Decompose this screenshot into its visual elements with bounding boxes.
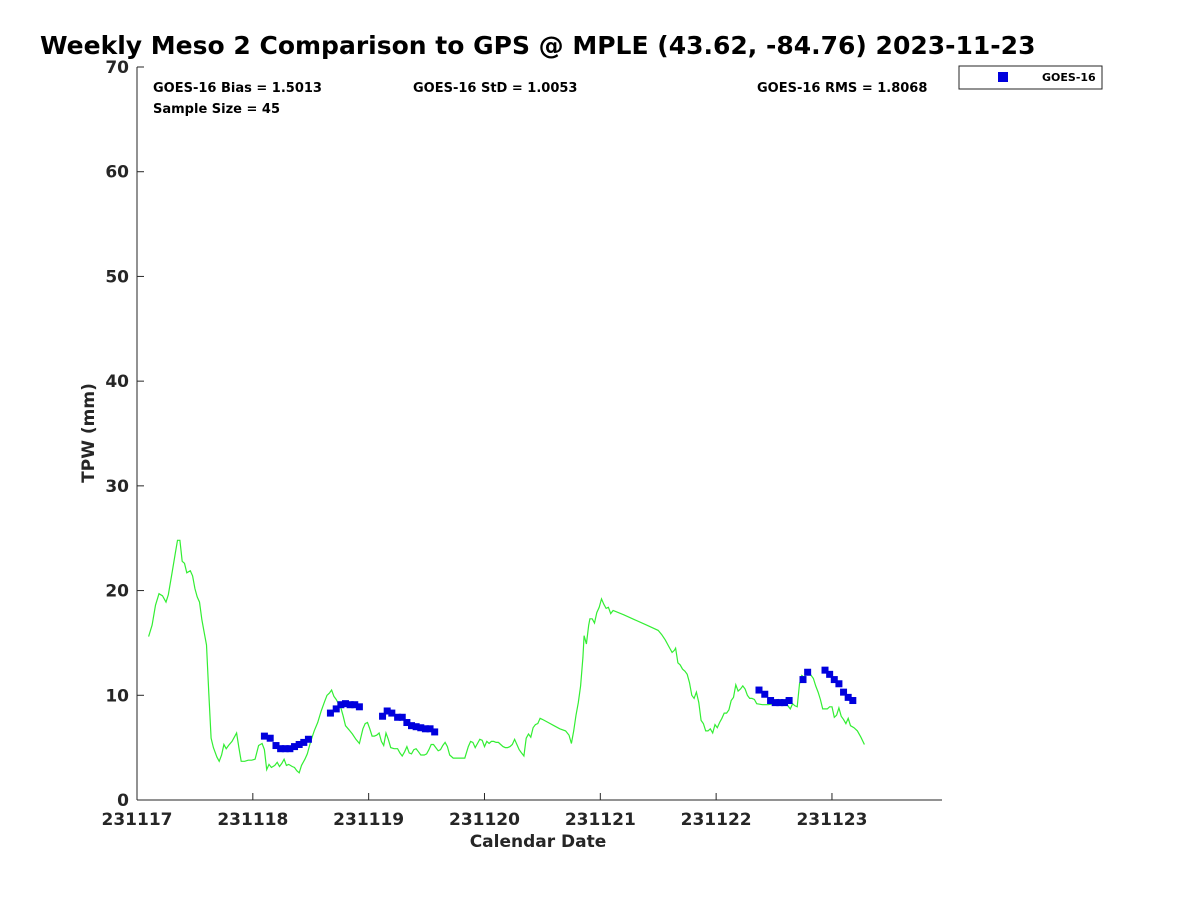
x-ticks: 231117 231118 231119 231120 231121 231122 2311…	[102, 793, 867, 830]
data-point-goes16	[383, 707, 391, 715]
data-point-goes16	[776, 699, 784, 707]
data-point-goes16	[351, 701, 359, 709]
x-tick-label: 231119	[333, 810, 404, 830]
data-point-goes16	[804, 668, 812, 676]
y-ticks: 0 10 20 30 40 50 60 70	[105, 58, 144, 811]
data-point-goes16	[332, 705, 340, 713]
series-line-gps	[148, 539, 865, 774]
x-tick-label: 231118	[217, 810, 288, 830]
data-point-goes16	[421, 725, 429, 733]
y-tick-label: 60	[105, 163, 129, 183]
legend-marker-goes16	[998, 72, 1008, 82]
data-point-goes16	[799, 676, 807, 684]
legend: GOES-16	[958, 65, 1103, 90]
data-point-goes16	[835, 680, 843, 688]
stat-std: GOES-16 StD = 1.0053	[413, 81, 577, 96]
x-tick-label: 231120	[449, 810, 520, 830]
data-point-goes16	[291, 743, 299, 751]
data-point-goes16	[295, 741, 303, 749]
data-point-goes16	[821, 666, 829, 674]
y-tick-label: 50	[105, 267, 129, 287]
x-tick-label: 231123	[796, 810, 867, 830]
plot-area	[137, 67, 942, 800]
data-point-goes16	[337, 701, 345, 709]
y-tick-label: 10	[105, 686, 129, 706]
data-point-goes16	[266, 734, 274, 742]
x-tick-label: 231121	[565, 810, 636, 830]
data-point-goes16	[277, 745, 285, 753]
data-point-goes16	[417, 724, 425, 732]
data-point-goes16	[304, 735, 312, 743]
y-tick-label: 20	[105, 582, 129, 602]
data-point-goes16	[826, 670, 834, 678]
x-tick-label: 231117	[102, 810, 173, 830]
data-point-goes16	[388, 709, 396, 717]
data-point-goes16	[408, 722, 416, 730]
data-point-goes16	[412, 723, 420, 731]
data-point-goes16	[379, 712, 387, 720]
data-point-goes16	[840, 688, 848, 696]
data-point-goes16	[755, 686, 763, 694]
data-point-goes16	[346, 701, 354, 709]
data-point-goes16	[849, 697, 857, 705]
data-point-goes16	[426, 725, 434, 733]
legend-box	[958, 65, 1103, 90]
data-point-goes16	[272, 742, 280, 750]
y-tick-label: 30	[105, 477, 129, 497]
data-point-goes16	[780, 699, 788, 707]
data-point-goes16	[830, 676, 838, 684]
y-tick-label: 40	[105, 372, 129, 392]
data-point-goes16	[403, 719, 411, 727]
data-point-goes16	[771, 699, 779, 707]
legend-label-goes16: GOES-16	[1042, 71, 1096, 84]
series-layer	[148, 539, 865, 774]
data-point-goes16	[281, 745, 289, 753]
stat-rms: GOES-16 RMS = 1.8068	[757, 81, 927, 96]
y-axis-label: TPW (mm)	[79, 383, 99, 483]
x-tick-label: 231122	[681, 810, 752, 830]
data-point-goes16	[394, 713, 402, 721]
data-point-goes16	[767, 697, 775, 705]
data-point-goes16	[785, 697, 793, 705]
data-point-goes16	[844, 693, 852, 701]
data-point-goes16	[761, 690, 769, 698]
chart-title: Weekly Meso 2 Comparison to GPS @ MPLE (…	[40, 31, 1035, 60]
x-axis-label: Calendar Date	[470, 832, 607, 852]
y-tick-label: 70	[105, 58, 129, 78]
data-point-goes16	[286, 745, 294, 753]
data-point-goes16	[355, 703, 363, 711]
data-point-goes16	[326, 709, 334, 717]
data-point-goes16	[300, 738, 308, 746]
data-point-goes16	[398, 713, 406, 721]
stat-bias: GOES-16 Bias = 1.5013	[153, 81, 322, 96]
stat-sample-size: Sample Size = 45	[153, 102, 280, 117]
data-point-goes16	[431, 728, 439, 736]
data-point-goes16	[260, 732, 268, 740]
y-tick-label: 0	[117, 791, 129, 811]
data-point-goes16	[341, 700, 349, 708]
